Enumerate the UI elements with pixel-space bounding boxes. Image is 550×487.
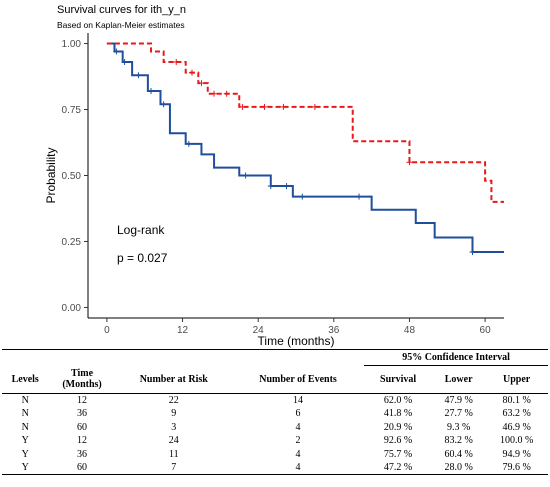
p-value-label: p = 0.027 — [117, 251, 168, 265]
table-cell: Y — [21, 462, 29, 473]
table-cell: 27.7 % — [444, 408, 473, 420]
table-row: N 36 9 6 41.8 % 27.7 % 63.2 % — [2, 407, 548, 421]
table-cell: 83.2 % — [444, 435, 473, 447]
table-cell: 11 — [168, 448, 179, 460]
table-cell: 36 — [77, 448, 88, 460]
table-row: Y 60 7 4 47.2 % 28.0 % 79.6 % — [2, 461, 548, 475]
table-row: Y 12 24 2 92.6 % 83.2 % 100.0 % — [2, 434, 548, 448]
table-header-row: Levels Time (Months) Number at Risk Number … — [2, 366, 548, 394]
table-cell: 3 — [171, 421, 177, 433]
table-cell: N — [21, 395, 29, 406]
table-cell: 2 — [295, 435, 301, 447]
table-column-header: Number of Events — [259, 373, 337, 385]
table-row: N 60 3 4 20.9 % 9.3 % 46.9 % — [2, 421, 548, 435]
table-cell: 22 — [168, 395, 179, 406]
x-tick-label: 12 — [177, 325, 189, 336]
survival-curve-1 — [106, 42, 504, 254]
table-column-header: Survival — [380, 374, 417, 385]
table-cell: 12 — [77, 395, 88, 406]
table-cell: 46.9 % — [502, 421, 531, 433]
table-cell: 7 — [171, 462, 177, 473]
table-cell: 9.3 % — [446, 421, 471, 433]
table-cell: 60 — [77, 421, 88, 433]
summary-table-container: 95% Confidence Interval Levels Time (Mont… — [0, 349, 550, 475]
table-cell: 60.4 % — [444, 448, 473, 460]
table-cell: Y — [21, 435, 29, 447]
table-cell: 62.0 % — [383, 395, 413, 406]
ci-header: 95% Confidence Interval — [364, 349, 548, 366]
chart-title: Survival curves for ith_y_n — [57, 4, 186, 16]
y-tick-label: 0.75 — [62, 105, 82, 116]
table-cell: 41.8 % — [383, 408, 413, 420]
x-tick-label: 0 — [104, 325, 110, 336]
table-cell: 24 — [168, 435, 179, 447]
table-cell: 14 — [293, 395, 304, 406]
table-cell: 20.9 % — [383, 421, 413, 433]
x-axis-label: Time (months) — [258, 334, 335, 348]
y-tick-label: 1.00 — [62, 39, 82, 50]
y-tick-label: 0.25 — [62, 237, 82, 248]
table-cell: 60 — [77, 462, 88, 473]
table-cell: 36 — [77, 408, 88, 420]
table-cell: N — [21, 421, 29, 433]
table-cell: 94.9 % — [502, 448, 531, 460]
table-header-spacer — [2, 350, 364, 366]
table-column-header: Upper — [503, 374, 531, 385]
summary-table: 95% Confidence Interval Levels Time (Mont… — [2, 349, 548, 475]
table-cell: 47.9 % — [444, 395, 473, 406]
table-cell: 9 — [171, 408, 177, 420]
table-cell: 6 — [295, 408, 301, 420]
table-cell: 80.1 % — [502, 395, 531, 406]
table-column-header: Lower — [444, 374, 473, 385]
table-cell: 100.0 % — [499, 435, 534, 447]
y-tick-label: 0.50 — [62, 171, 82, 182]
survival-curve-2 — [106, 42, 504, 203]
table-cell: 75.7 % — [383, 448, 413, 460]
table-cell: Y — [21, 448, 29, 460]
table-column-header: Time (Months) — [62, 368, 102, 391]
table-cell: 4 — [295, 462, 301, 473]
table-cell: N — [21, 408, 29, 420]
table-cell: 4 — [295, 448, 301, 460]
table-cell: 63.2 % — [502, 408, 531, 420]
y-tick-label: 0.00 — [62, 303, 82, 314]
chart-subtitle: Based on Kaplan-Meier estimates — [57, 20, 185, 30]
table-cell: 4 — [295, 421, 301, 433]
logrank-label: Log-rank — [117, 223, 165, 237]
x-tick-label: 24 — [253, 325, 265, 336]
table-column-header: Number at Risk — [139, 373, 208, 385]
x-tick-label: 36 — [328, 325, 340, 336]
table-column-header: Levels — [11, 373, 39, 385]
x-tick-label: 48 — [404, 325, 416, 336]
y-axis-label: Probability — [44, 147, 58, 203]
table-cell: 12 — [77, 435, 88, 447]
table-cell: 92.6 % — [383, 435, 413, 447]
table-cell: 79.6 % — [502, 462, 531, 473]
km-plot: 0.00 0.25 0.50 0.75 1.00 0 12 24 36 48 60 Time (mon… — [44, 33, 504, 348]
table-cell: 28.0 % — [444, 462, 473, 473]
table-row: N 12 22 14 62.0 % 47.9 % 80.1 % — [2, 394, 548, 408]
table-row: Y 36 11 4 75.7 % 60.4 % 94.9 % — [2, 448, 548, 462]
table-cell: 47.2 % — [383, 462, 413, 473]
x-tick-label: 60 — [480, 325, 492, 336]
